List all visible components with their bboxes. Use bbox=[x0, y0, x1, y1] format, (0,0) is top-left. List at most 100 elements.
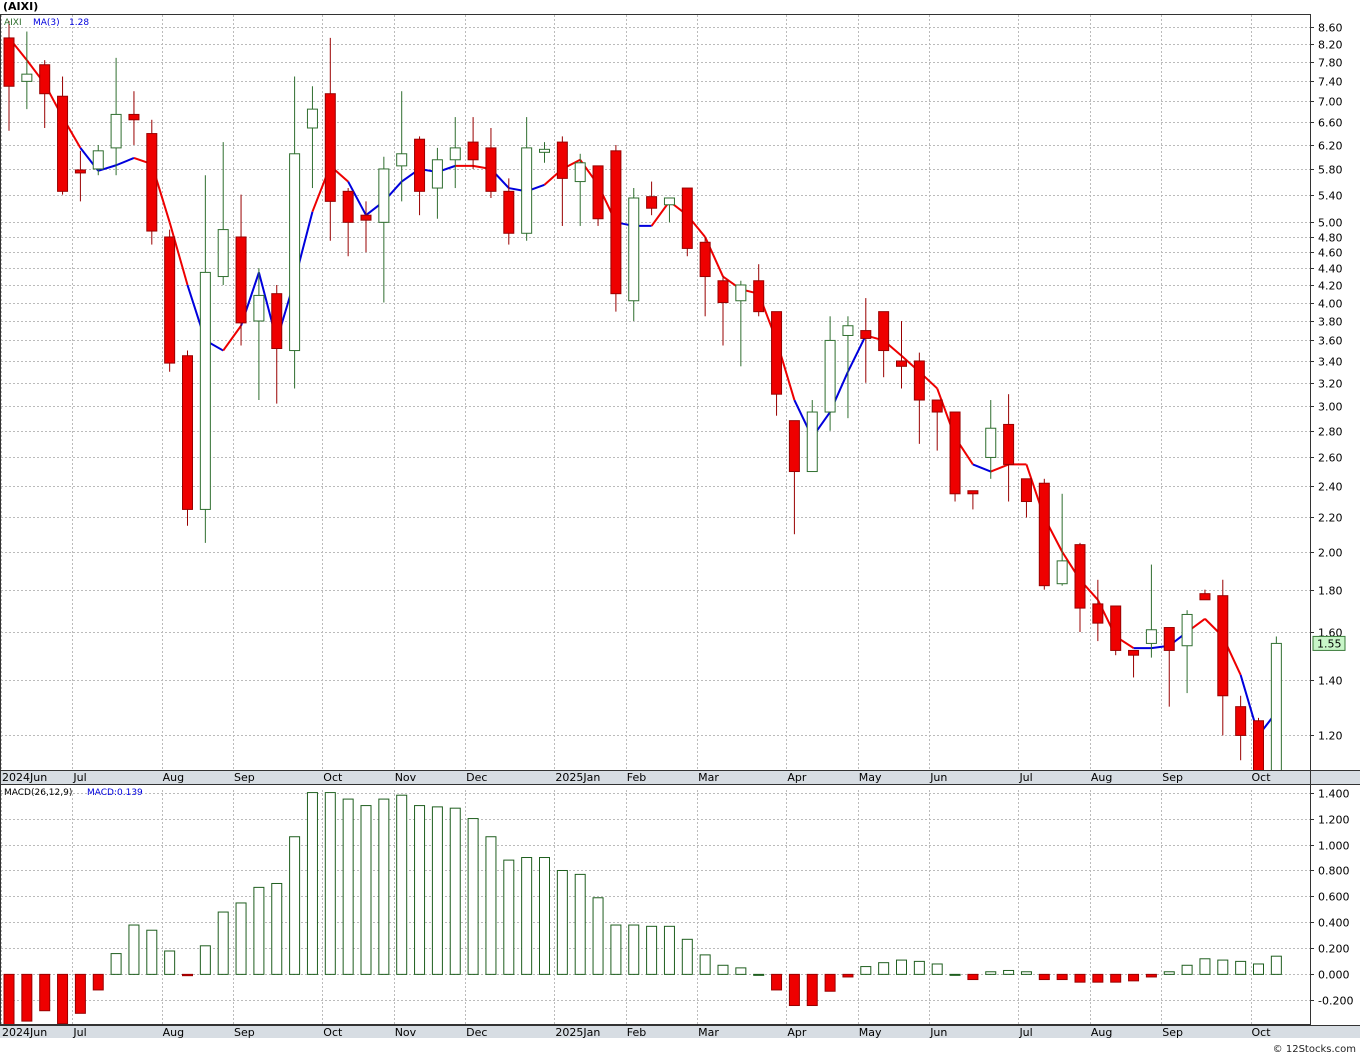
copyright-label: © 12Stocks.com bbox=[1272, 1044, 1356, 1055]
candle-down bbox=[681, 187, 693, 249]
candle-down bbox=[360, 214, 372, 221]
macd-bar-positive bbox=[1217, 959, 1229, 975]
date-tick-label: Jul bbox=[72, 771, 86, 784]
price-date-axis: 2024Jun Jul Aug Sep Oct Nov Dec 2025Jan Feb Mar Ap… bbox=[0, 770, 1360, 784]
macd-bar-negative bbox=[57, 973, 69, 1025]
candle-up bbox=[217, 229, 229, 278]
macd-bar-negative bbox=[1092, 973, 1104, 983]
price-tick-label: 2.80 bbox=[1318, 426, 1343, 439]
macd-bar-positive bbox=[164, 950, 176, 975]
macd-bar-negative bbox=[806, 973, 818, 1007]
candle-down bbox=[414, 138, 426, 192]
macd-tick-label: 0.200 bbox=[1318, 943, 1350, 956]
macd-bar-positive bbox=[1020, 971, 1032, 975]
legend-symbol: AIXI bbox=[4, 18, 22, 28]
macd-bar-positive bbox=[110, 953, 122, 975]
macd-bar-negative bbox=[967, 973, 979, 981]
candle-down bbox=[235, 236, 247, 324]
macd-date-tick-label: Sep bbox=[234, 1026, 255, 1039]
legend-ma-value: 1.28 bbox=[69, 18, 89, 28]
date-tick-label: Aug bbox=[1091, 771, 1112, 784]
candle-up bbox=[253, 294, 265, 322]
macd-bar-negative bbox=[771, 973, 783, 991]
candle-up bbox=[824, 339, 836, 413]
macd-bar-negative bbox=[3, 973, 15, 1030]
macd-date-tick-label: Jun bbox=[929, 1026, 947, 1039]
candle-up bbox=[92, 150, 104, 170]
candle-down bbox=[74, 169, 86, 174]
price-tick-label: 4.60 bbox=[1318, 247, 1343, 260]
candle-down bbox=[485, 147, 497, 192]
candle-up bbox=[21, 73, 33, 82]
price-tick-label: 4.80 bbox=[1318, 232, 1343, 245]
price-legend: AIXI MA(3) 1.28 bbox=[4, 18, 89, 28]
candle-down bbox=[128, 113, 140, 121]
ma-segment bbox=[97, 164, 117, 172]
macd-bar-negative bbox=[1038, 973, 1050, 981]
price-tick-label: 2.60 bbox=[1318, 452, 1343, 465]
macd-date-tick-label: Sep bbox=[1162, 1026, 1183, 1039]
price-tick-label: 8.20 bbox=[1318, 39, 1343, 52]
macd-date-tick-label: May bbox=[859, 1026, 882, 1039]
macd-bar-positive bbox=[235, 902, 247, 975]
ma-segment bbox=[990, 463, 1009, 473]
macd-bar-positive bbox=[896, 959, 907, 975]
macd-bar-positive bbox=[1199, 958, 1211, 975]
candle-down bbox=[1038, 482, 1050, 587]
macd-bar-negative bbox=[1056, 973, 1068, 981]
candle-down bbox=[1110, 605, 1122, 651]
candle-down bbox=[896, 360, 907, 367]
candle-down bbox=[699, 241, 711, 278]
candle-down bbox=[610, 150, 622, 295]
candle-up bbox=[396, 153, 408, 167]
price-tick-label: 3.00 bbox=[1318, 401, 1343, 414]
candle-down bbox=[717, 280, 729, 304]
macd-bar-negative bbox=[1110, 973, 1122, 983]
candle-down bbox=[1092, 603, 1104, 624]
candle-down bbox=[949, 411, 961, 495]
macd-bar-positive bbox=[592, 897, 604, 975]
candle-up bbox=[628, 197, 640, 302]
macd-bar-negative bbox=[74, 973, 86, 1014]
macd-bar-positive bbox=[1270, 955, 1282, 975]
date-tick-label: Jul bbox=[1018, 771, 1032, 784]
macd-bar-positive bbox=[306, 792, 318, 975]
macd-bar-positive bbox=[860, 966, 872, 975]
macd-bar-positive bbox=[271, 882, 283, 975]
candle-up bbox=[449, 147, 461, 161]
date-tick-label: Dec bbox=[466, 771, 487, 784]
macd-bar-negative bbox=[788, 973, 800, 1007]
date-tick-label: Feb bbox=[627, 771, 646, 784]
macd-bar-positive bbox=[913, 960, 925, 975]
macd-bar-negative bbox=[824, 973, 836, 992]
macd-date-tick-label: Apr bbox=[787, 1026, 807, 1039]
price-tick-label: 7.00 bbox=[1318, 96, 1343, 109]
macd-bar-positive bbox=[878, 962, 890, 975]
date-tick-label: May bbox=[859, 771, 882, 784]
candle-up bbox=[574, 162, 586, 183]
candle-down bbox=[1163, 627, 1175, 651]
candle-down bbox=[878, 311, 890, 352]
macd-bar-positive bbox=[646, 925, 658, 975]
macd-bars bbox=[3, 792, 1282, 1030]
macd-bar-positive bbox=[1253, 963, 1264, 975]
price-tick-label: 4.00 bbox=[1318, 298, 1343, 311]
chart-frame bbox=[0, 14, 1311, 1025]
candle-up bbox=[289, 153, 301, 352]
candle-up bbox=[306, 108, 318, 129]
candle-down bbox=[646, 196, 658, 209]
candle-down bbox=[592, 165, 604, 220]
macd-legend-label: MACD(26,12,9) bbox=[4, 788, 72, 798]
last-price-box bbox=[1312, 635, 1346, 651]
macd-bar-negative bbox=[1074, 973, 1086, 983]
macd-bar-positive bbox=[628, 924, 640, 975]
price-tick-label: 3.60 bbox=[1318, 335, 1343, 348]
macd-bar-positive bbox=[574, 873, 586, 975]
macd-bar-positive bbox=[217, 911, 229, 975]
candle-down bbox=[1235, 706, 1247, 736]
macd-tick-label: 0.800 bbox=[1318, 865, 1350, 878]
candle-down bbox=[753, 280, 765, 313]
date-tick-label: Apr bbox=[787, 771, 807, 784]
candle-down bbox=[967, 490, 979, 495]
macd-bar-positive bbox=[753, 973, 765, 976]
